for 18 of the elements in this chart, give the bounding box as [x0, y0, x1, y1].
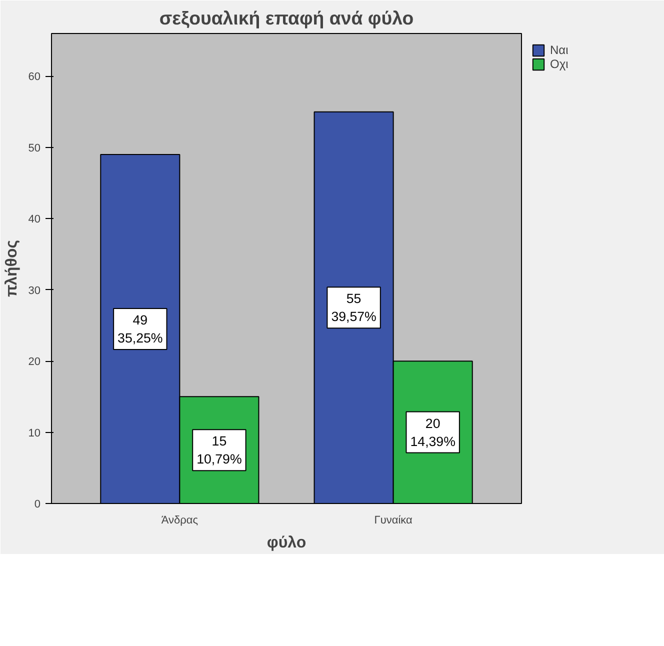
x-tick-label: Γυναίκα — [374, 514, 414, 526]
x-axis-title: φύλο — [266, 534, 306, 552]
y-tick-label: 20 — [28, 356, 41, 368]
x-tick-label: Άνδρας — [161, 514, 198, 526]
legend-label: Ναι — [550, 43, 570, 57]
y-tick-label: 30 — [28, 284, 41, 297]
y-tick-label: 10 — [28, 427, 41, 440]
data-label: 20 14,39% — [410, 416, 456, 449]
data-label: 55 39,57% — [331, 291, 377, 324]
y-tick-label: 40 — [28, 214, 41, 226]
y-axis-title: πλήθος — [3, 240, 20, 298]
data-label: 15 10,79% — [196, 434, 242, 467]
y-tick-label: 50 — [28, 142, 41, 154]
chart-title: σεξουαλική επαφή ανά φύλο — [159, 8, 414, 28]
legend-label: Οχι — [550, 57, 570, 71]
data-label: 49 35,25% — [118, 312, 163, 346]
y-tick-label: 60 — [28, 71, 41, 84]
y-tick-label: 0 — [34, 498, 41, 510]
